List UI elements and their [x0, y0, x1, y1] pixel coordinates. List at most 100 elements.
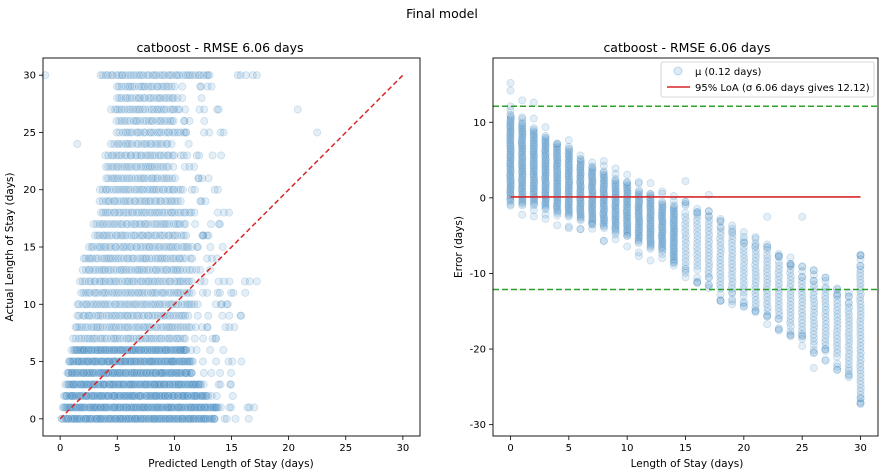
scatter-point: [161, 346, 170, 355]
scatter-point: [139, 174, 148, 183]
scatter-point: [80, 334, 89, 343]
scatter-point: [142, 254, 151, 263]
scatter-point: [89, 403, 98, 412]
scatter-point: [184, 139, 193, 148]
scatter-point: [131, 265, 140, 274]
scatter-point: [86, 403, 95, 412]
scatter-point: [199, 369, 208, 377]
scatter-point: [169, 414, 178, 423]
scatter-point: [160, 231, 169, 240]
scatter-point: [156, 220, 165, 229]
x-tick-label: 10: [168, 443, 181, 454]
scatter-point: [146, 162, 155, 171]
scatter-point: [65, 391, 74, 400]
scatter-point: [75, 357, 84, 366]
scatter-point: [127, 311, 136, 320]
scatter-point: [93, 300, 102, 309]
scatter-point: [82, 369, 91, 377]
scatter-point: [62, 391, 71, 400]
scatter-point: [113, 391, 122, 400]
y-tick-label: 15: [23, 243, 36, 254]
scatter-point: [173, 334, 182, 343]
x-tick-label: 25: [339, 443, 352, 454]
scatter-point: [108, 346, 117, 355]
scatter-point: [107, 323, 116, 332]
scatter-point: [132, 185, 141, 194]
scatter-point: [92, 220, 101, 229]
scatter-point: [113, 346, 122, 355]
scatter-point: [168, 185, 177, 194]
scatter-point: [244, 414, 253, 423]
scatter-point: [115, 391, 124, 400]
scatter-point: [197, 403, 206, 412]
scatter-point: [226, 380, 235, 389]
scatter-point: [85, 277, 93, 286]
scatter-point: [119, 403, 128, 412]
scatter-point: [159, 162, 168, 171]
scatter-point: [88, 311, 96, 320]
scatter-point: [160, 346, 169, 355]
scatter-point: [200, 277, 209, 286]
scatter-point: [183, 391, 192, 400]
scatter-point: [90, 391, 99, 400]
scatter-point: [79, 369, 88, 377]
scatter-point: [763, 320, 772, 329]
scatter-point: [73, 391, 82, 400]
scatter-point: [115, 403, 124, 412]
scatter-point: [171, 369, 179, 377]
scatter-point: [115, 414, 124, 423]
scatter-point: [704, 212, 713, 221]
scatter-point: [127, 231, 136, 240]
scatter-point: [156, 380, 165, 389]
scatter-point: [175, 277, 184, 286]
scatter-point: [115, 151, 124, 160]
scatter-point: [153, 380, 161, 389]
scatter-point: [75, 300, 84, 309]
scatter-point: [122, 265, 131, 274]
scatter-point: [82, 380, 91, 389]
scatter-point: [506, 106, 515, 115]
scatter-point: [63, 380, 72, 389]
scatter-point: [221, 323, 230, 332]
scatter-point: [173, 403, 182, 412]
scatter-point: [134, 391, 143, 400]
scatter-point: [78, 369, 87, 377]
scatter-point: [121, 357, 130, 366]
scatter-point: [130, 231, 139, 240]
scatter-point: [165, 391, 174, 400]
scatter-point: [177, 243, 186, 251]
scatter-point: [146, 346, 154, 355]
scatter-point: [177, 391, 186, 400]
scatter-point: [174, 403, 183, 412]
scatter-point: [214, 277, 223, 286]
scatter-point: [154, 403, 163, 412]
scatter-point: [212, 357, 221, 366]
scatter-point: [134, 414, 143, 423]
scatter-point: [184, 403, 193, 412]
scatter-point: [94, 369, 103, 377]
scatter-point: [188, 254, 197, 263]
scatter-point: [164, 323, 173, 332]
scatter-point: [117, 174, 126, 183]
y-tick-label: 5: [30, 357, 36, 368]
scatter-point: [183, 300, 192, 309]
scatter-point: [140, 220, 149, 229]
scatter-point: [132, 403, 140, 412]
scatter-point: [171, 357, 180, 366]
scatter-point: [506, 78, 515, 87]
scatter-point: [149, 300, 158, 309]
scatter-point: [184, 323, 193, 332]
scatter-point: [196, 414, 205, 423]
scatter-point: [179, 414, 188, 423]
scatter-point: [165, 231, 174, 240]
scatter-point: [94, 414, 103, 423]
scatter-point: [71, 369, 80, 377]
scatter-point: [60, 403, 68, 412]
scatter-point: [126, 334, 135, 343]
scatter-point: [658, 249, 667, 258]
scatter-point: [108, 369, 117, 377]
scatter-point: [113, 334, 122, 343]
scatter-point: [123, 323, 132, 332]
scatter-point: [588, 158, 597, 167]
scatter-point: [89, 220, 98, 229]
